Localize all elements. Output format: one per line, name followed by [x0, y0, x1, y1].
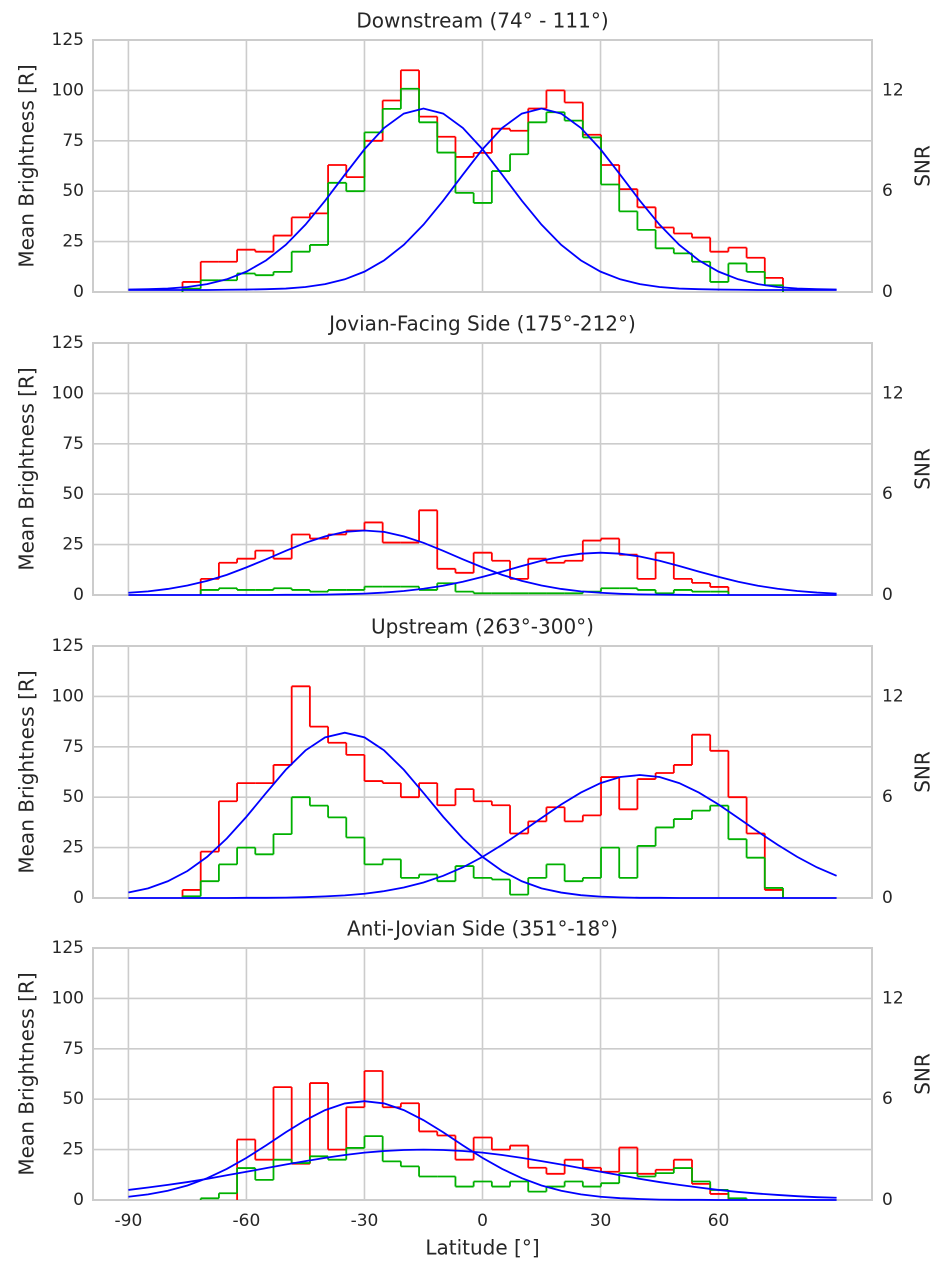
y2-tick-label: 12 — [882, 80, 904, 100]
fit-curve — [128, 774, 837, 899]
y2-tick-label: 6 — [882, 181, 893, 201]
y2-tick-label: 0 — [882, 888, 893, 908]
y-tick-label: 75 — [62, 434, 84, 454]
y-tick-label: 100 — [52, 686, 84, 706]
x-tick-label: 30 — [590, 1211, 612, 1231]
y-tick-label: 75 — [62, 1039, 84, 1059]
y2-tick-label: 12 — [882, 383, 904, 403]
y-tick-label: 0 — [73, 585, 84, 605]
y2-axis-label: SNR — [911, 145, 935, 187]
x-tick-label: 60 — [708, 1211, 730, 1231]
y2-tick-label: 6 — [882, 1089, 893, 1109]
y-tick-label: 75 — [62, 737, 84, 757]
y-tick-label: 125 — [52, 333, 84, 353]
y-tick-label: 50 — [62, 181, 84, 201]
y2-tick-label: 0 — [882, 585, 893, 605]
y-tick-label: 50 — [62, 1089, 84, 1109]
x-tick-label: -60 — [233, 1211, 261, 1231]
y2-tick-label: 6 — [882, 787, 893, 807]
y-axis-label: Mean Brightness [R] — [15, 972, 39, 1175]
y-axis-label: Mean Brightness [R] — [15, 367, 39, 570]
y-tick-label: 50 — [62, 787, 84, 807]
y-axis-label: Mean Brightness [R] — [15, 64, 39, 267]
fit-curve — [128, 551, 837, 596]
y2-axis-label: SNR — [911, 448, 935, 490]
y-tick-label: 75 — [62, 131, 84, 151]
y-tick-label: 0 — [73, 282, 84, 302]
y-tick-label: 25 — [62, 232, 84, 252]
y-tick-label: 0 — [73, 888, 84, 908]
y-tick-label: 25 — [62, 535, 84, 555]
fit-curve — [128, 529, 837, 596]
fit-curve — [128, 107, 837, 291]
y-tick-label: 50 — [62, 484, 84, 504]
y-tick-label: 125 — [52, 636, 84, 656]
panel-title: Upstream (263°-300°) — [371, 615, 594, 639]
panel-title: Jovian-Facing Side (175°-212°) — [327, 312, 636, 336]
y2-tick-label: 0 — [882, 1190, 893, 1210]
y-tick-label: 125 — [52, 938, 84, 958]
y-tick-label: 25 — [62, 1140, 84, 1160]
x-tick-label: 0 — [477, 1211, 488, 1231]
x-tick-label: -90 — [115, 1211, 143, 1231]
y-tick-label: 125 — [52, 30, 84, 50]
y2-tick-label: 12 — [882, 686, 904, 706]
panel-title: Downstream (74° - 111°) — [356, 9, 608, 33]
y2-tick-label: 12 — [882, 988, 904, 1008]
x-tick-label: -30 — [351, 1211, 379, 1231]
fit-curve — [128, 1148, 837, 1199]
y-tick-label: 0 — [73, 1190, 84, 1210]
y2-tick-label: 0 — [882, 282, 893, 302]
y-tick-label: 25 — [62, 838, 84, 858]
panel-title: Anti-Jovian Side (351°-18°) — [347, 917, 618, 941]
y-tick-label: 100 — [52, 80, 84, 100]
y2-axis-label: SNR — [911, 751, 935, 793]
y2-axis-label: SNR — [911, 1053, 935, 1095]
y-axis-label: Mean Brightness [R] — [15, 670, 39, 873]
y-tick-label: 100 — [52, 988, 84, 1008]
y-tick-label: 100 — [52, 383, 84, 403]
x-axis-label: Latitude [°] — [425, 1236, 539, 1260]
y2-tick-label: 6 — [882, 484, 893, 504]
fit-curve — [128, 1100, 837, 1201]
